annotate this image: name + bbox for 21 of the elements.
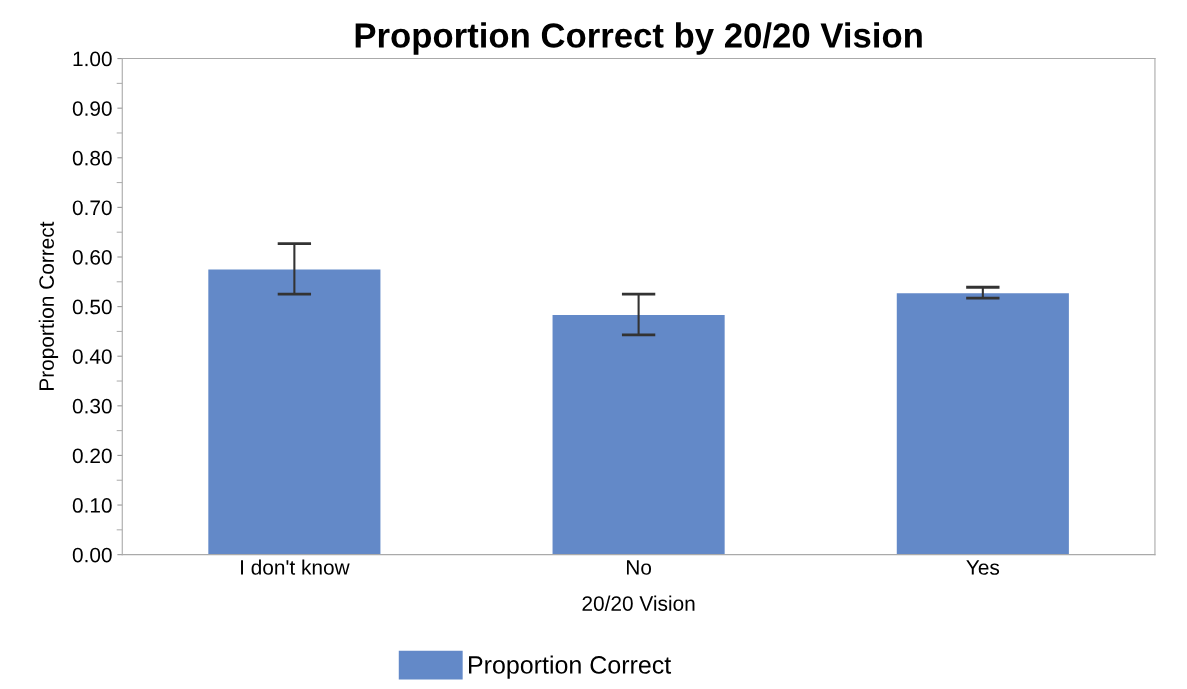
- legend-label: Proportion Correct: [469, 655, 672, 679]
- y-tick-label: 0.60: [72, 250, 112, 265]
- chart-title: Proportion Correct by 20/20 Vision: [355, 22, 922, 55]
- y-axis-title: Proportion Correct: [38, 221, 59, 390]
- bar: [552, 315, 725, 555]
- y-tick-label: 0.10: [72, 498, 112, 513]
- x-tick-label: I don't know: [241, 559, 350, 575]
- y-tick-label: 0.00: [72, 547, 112, 563]
- y-tick-label: 0.90: [72, 101, 112, 116]
- bar: [208, 269, 381, 555]
- y-tick-label: 0.30: [72, 398, 112, 414]
- y-tick-label: 0.70: [72, 200, 112, 216]
- y-tick-label: 0.80: [72, 150, 112, 166]
- x-axis-title: 20/20 Vision: [582, 595, 695, 611]
- y-tick-label: 0.40: [72, 349, 112, 364]
- x-tick-label: Yes: [966, 560, 1000, 575]
- x-tick-label: No: [627, 560, 652, 575]
- bar: [896, 293, 1069, 555]
- y-tick-label: 1.00: [73, 51, 112, 67]
- y-tick-label: 0.20: [72, 448, 112, 464]
- y-tick-label: 0.50: [72, 299, 112, 315]
